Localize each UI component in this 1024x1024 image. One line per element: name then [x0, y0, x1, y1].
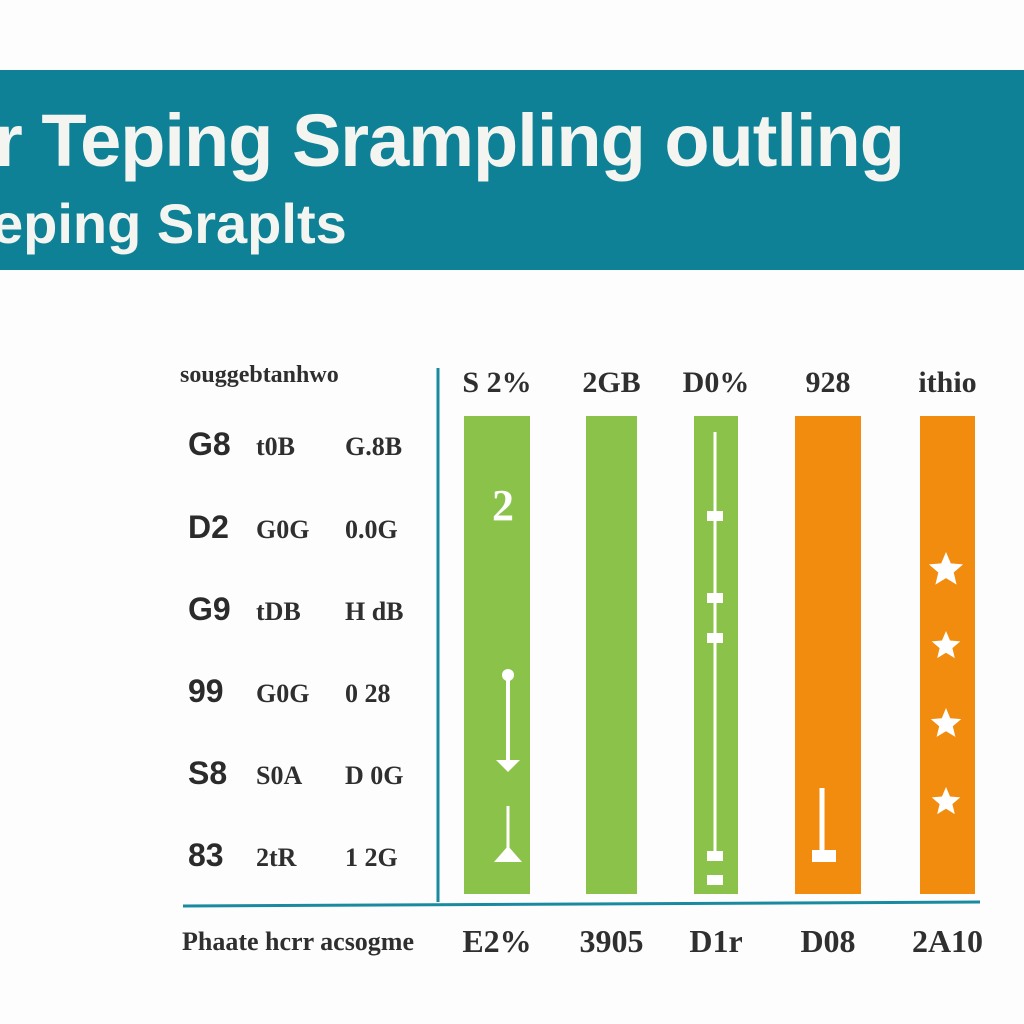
bar-4 — [795, 416, 861, 894]
title-banner: r Teping Srampling outling eping Sraplts — [0, 70, 1024, 270]
table-header: souggebtanhwo — [180, 362, 339, 388]
bar1-marker-tri — [496, 760, 520, 772]
table-cell-r2-c3: 0.0G — [345, 515, 398, 544]
series-label-3: D0% — [683, 366, 750, 399]
x-category-label: Phaate hcrr acsogme — [182, 927, 414, 956]
bar-bottom-label-1: E2% — [462, 923, 531, 959]
bar3-tick-5 — [707, 875, 723, 885]
bar-bottom-label-3: D1r — [689, 923, 742, 959]
bar-2 — [586, 416, 637, 894]
table-cell-r5-c3: D 0G — [345, 761, 404, 790]
table-cell-r5-c1: S8 — [188, 755, 227, 791]
bar1-marker-dot — [502, 669, 514, 681]
bar-5 — [920, 416, 975, 894]
series-label-2: 2GB — [582, 366, 640, 399]
bar-annotation: 2 — [492, 481, 514, 530]
star-icon — [930, 708, 962, 737]
table-cell-r2-c1: D2 — [188, 509, 229, 545]
star-icon — [928, 552, 964, 585]
series-label-4: 928 — [806, 366, 851, 399]
table-cell-r6-c3: 1 2G — [345, 843, 398, 872]
bar4-marker-base — [812, 850, 836, 862]
bar-bottom-label-2: 3905 — [580, 923, 644, 959]
table-cell-r1-c3: G.8B — [345, 432, 402, 461]
bar-1 — [464, 416, 530, 894]
chart-title: r Teping Srampling outling — [0, 99, 905, 182]
table-cell-r4-c3: 0 28 — [345, 679, 391, 708]
star-icon — [931, 787, 961, 815]
table-cell-r3-c3: H dB — [345, 597, 404, 626]
table-cell-r6-c2: 2tR — [256, 843, 297, 872]
bar-bottom-label-4: D08 — [800, 923, 855, 959]
bar3-tick-3 — [707, 633, 723, 643]
table-cell-r1-c1: G8 — [188, 426, 231, 462]
table-cell-r6-c1: 83 — [188, 837, 224, 873]
table-cell-r4-c1: 99 — [188, 673, 224, 709]
star-icon — [931, 631, 961, 659]
table-cell-r1-c2: t0B — [256, 432, 295, 461]
table-cell-r2-c2: G0G — [256, 515, 309, 544]
bar3-tick-1 — [707, 511, 723, 521]
series-label-1: S 2% — [462, 366, 531, 399]
table-cell-r4-c2: G0G — [256, 679, 309, 708]
x-axis — [182, 900, 981, 908]
table-cell-r5-c2: S0A — [256, 761, 302, 790]
bar3-tick-2 — [707, 593, 723, 603]
series-label-5: ithio — [918, 366, 976, 399]
bar1-marker-base — [494, 846, 522, 862]
table-cell-r3-c1: G9 — [188, 591, 231, 627]
chart-subtitle: eping Sraplts — [0, 192, 347, 255]
bar3-tick-4 — [707, 851, 723, 861]
table-cell-r3-c2: tDB — [256, 597, 301, 626]
bar-bottom-label-5: 2A10 — [912, 923, 983, 959]
